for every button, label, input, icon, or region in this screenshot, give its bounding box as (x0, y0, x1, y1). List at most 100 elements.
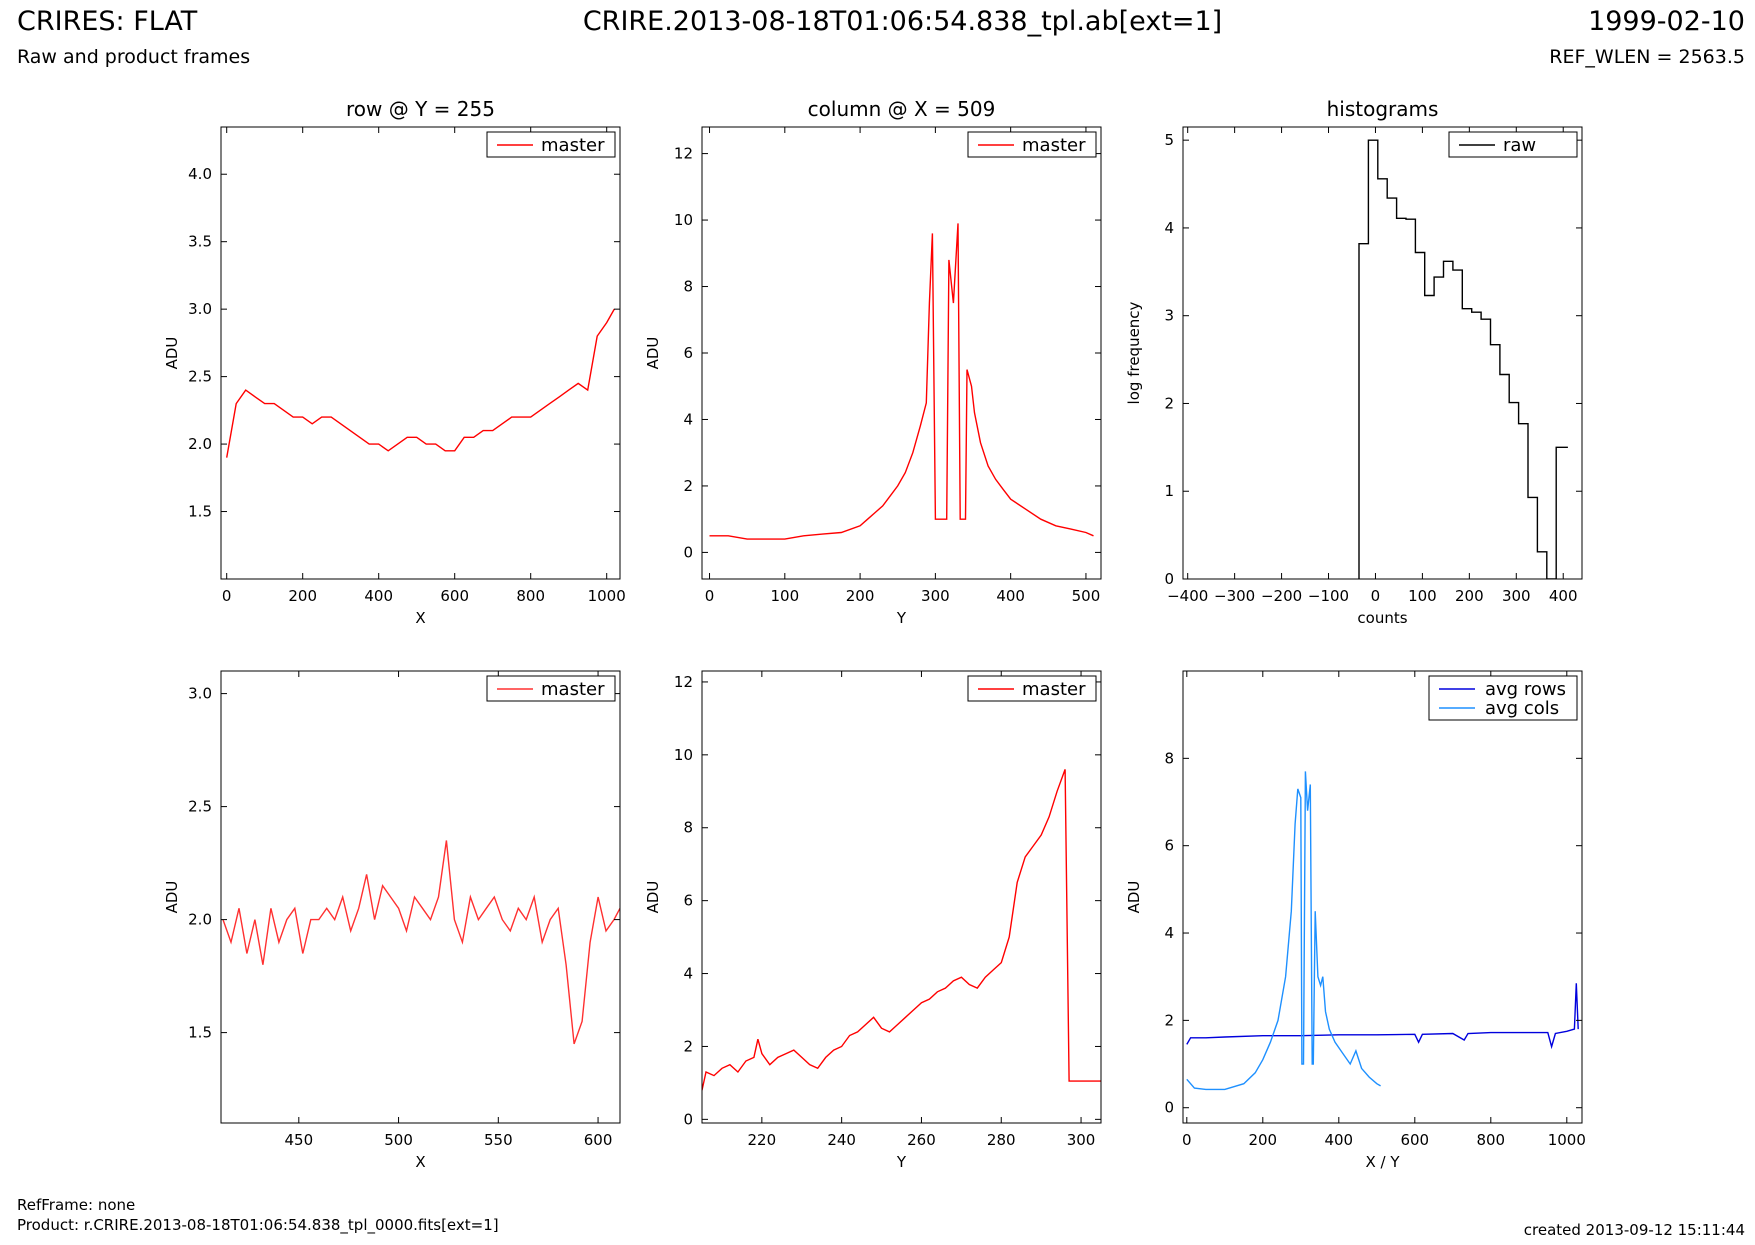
chart-4: 450 500 550 600 1.5 2.0 2.5 3.0 X ADU master (163, 670, 621, 1171)
y-tick-label: 3.0 (188, 300, 212, 318)
x-axis-label: X (415, 1153, 425, 1171)
y-tick-label: 0 (683, 1110, 693, 1128)
y-tick-label: 5 (1164, 131, 1174, 149)
series-line-avg-cols (1186, 771, 1381, 1091)
legend-entry: avg cols (1485, 698, 1559, 719)
y-axis-label: ADU (644, 337, 662, 370)
x-tick-label: 450 (284, 1131, 313, 1149)
y-tick-label: 1 (1164, 482, 1174, 500)
y-tick-label: 1.5 (188, 1024, 212, 1042)
x-tick-label: 240 (827, 1131, 856, 1149)
y-tick-label: 8 (683, 278, 693, 296)
series-line-master (709, 223, 1094, 540)
x-tick-label: 220 (748, 1131, 777, 1149)
legend-entry: master (1022, 135, 1086, 156)
x-tick-label: 500 (1072, 587, 1101, 605)
y-tick-label: 8 (1164, 749, 1174, 767)
ref-wlen: REF_WLEN = 2563.5 (1549, 46, 1745, 68)
x-tick-label: 800 (1476, 1131, 1505, 1149)
y-tick-label: 2.0 (188, 435, 212, 453)
x-tick-label: 400 (996, 587, 1025, 605)
x-tick-label: 260 (907, 1131, 936, 1149)
x-axis-label: X (415, 609, 425, 627)
x-tick-label: 400 (364, 587, 393, 605)
y-tick-label: 2.0 (188, 911, 212, 929)
x-tick-label: 400 (1549, 587, 1578, 605)
y-tick-label: 4 (683, 410, 693, 428)
x-tick-label: 1000 (1548, 1131, 1586, 1149)
legend-entry: raw (1503, 135, 1536, 156)
y-tick-label: 0 (1164, 570, 1174, 588)
chart-5: 220 240 260 280 300 0 2 4 6 8 10 12 Y ADU master (644, 670, 1102, 1171)
series-line-master (222, 840, 620, 1045)
y-axis-label: ADU (163, 881, 181, 914)
chart-3: −400 −300 −200 −100 0 100 200 300 400 0 1 2 3 4 5 count… (1125, 97, 1583, 627)
chart-1: 0 200 400 600 800 1000 1.5 2.0 2.5 3.0 3.5 4.0 X ADU r… (163, 97, 626, 627)
y-tick-label: 3.5 (188, 233, 212, 251)
product-name: Product: r.CRIRE.2013-08-18T01:06:54.838… (17, 1216, 499, 1234)
y-axis-label: ADU (1125, 881, 1143, 914)
x-tick-label: 550 (484, 1131, 513, 1149)
y-tick-label: 4 (683, 965, 693, 983)
x-tick-label: −200 (1261, 587, 1302, 605)
plot-frame (220, 126, 621, 580)
chart-title: histograms (1327, 97, 1439, 121)
chart-title: column @ X = 509 (808, 97, 996, 121)
x-tick-label: 300 (1502, 587, 1531, 605)
x-axis-label: Y (896, 609, 907, 627)
series-line-master (226, 308, 615, 458)
series-line-avg-rows (1186, 983, 1579, 1050)
y-tick-label: 2 (1164, 394, 1174, 412)
x-tick-label: 0 (705, 587, 715, 605)
y-tick-label: 2 (1164, 1011, 1174, 1029)
x-tick-label: 0 (1182, 1131, 1192, 1149)
legend-entry: avg rows (1485, 679, 1566, 700)
x-tick-label: 300 (921, 587, 950, 605)
legend-entry: master (541, 135, 605, 156)
x-tick-label: 200 (1248, 1131, 1277, 1149)
x-tick-label: 600 (440, 587, 469, 605)
x-tick-label: 0 (222, 587, 232, 605)
x-axis-label: Y (896, 1153, 907, 1171)
chart-6: 0 200 400 600 800 1000 0 2 4 6 8 X / Y ADU avg rowsav… (1125, 670, 1586, 1171)
y-tick-label: 0 (683, 543, 693, 561)
y-tick-label: 4 (1164, 219, 1174, 237)
x-tick-label: 400 (1324, 1131, 1353, 1149)
y-tick-label: 4.0 (188, 165, 212, 183)
y-tick-label: 8 (683, 819, 693, 837)
y-axis-label: ADU (644, 881, 662, 914)
y-axis-label: ADU (163, 337, 181, 370)
y-tick-label: 2.5 (188, 368, 212, 386)
y-tick-label: 12 (674, 145, 693, 163)
legend-entry: master (1022, 679, 1086, 700)
y-tick-label: 6 (683, 344, 693, 362)
chart-title: row @ Y = 255 (346, 97, 495, 121)
x-tick-label: 600 (584, 1131, 613, 1149)
y-tick-label: 3.0 (188, 685, 212, 703)
x-tick-label: 200 (1455, 587, 1484, 605)
y-tick-label: 3 (1164, 307, 1174, 325)
y-tick-label: 2.5 (188, 798, 212, 816)
x-tick-label: 1000 (588, 587, 626, 605)
chart-2: 0 100 200 300 400 500 0 2 4 6 8 10 12 Y ADU column @ X … (644, 97, 1102, 627)
x-tick-label: 500 (384, 1131, 413, 1149)
y-tick-label: 2 (683, 477, 693, 495)
plot-frame (701, 126, 1102, 580)
x-tick-label: 300 (1067, 1131, 1096, 1149)
legend-box (1428, 675, 1578, 721)
y-tick-label: 0 (1164, 1099, 1174, 1117)
file-name: CRIRE.2013-08-18T01:06:54.838_tpl.ab[ext… (582, 6, 1223, 37)
plot-frame (1182, 670, 1583, 1124)
plot-frame (1182, 126, 1583, 580)
x-tick-label: −100 (1308, 587, 1349, 605)
x-tick-label: 100 (770, 587, 799, 605)
plot-frame (701, 670, 1102, 1124)
ref-frame: RefFrame: none (17, 1196, 136, 1214)
page-title: CRIRES: FLAT (17, 6, 198, 37)
series-line-master (702, 769, 1101, 1091)
report-date: 1999-02-10 (1588, 6, 1745, 37)
legend-entry: master (541, 679, 605, 700)
x-axis-label: counts (1357, 609, 1407, 627)
x-tick-label: 600 (1400, 1131, 1429, 1149)
